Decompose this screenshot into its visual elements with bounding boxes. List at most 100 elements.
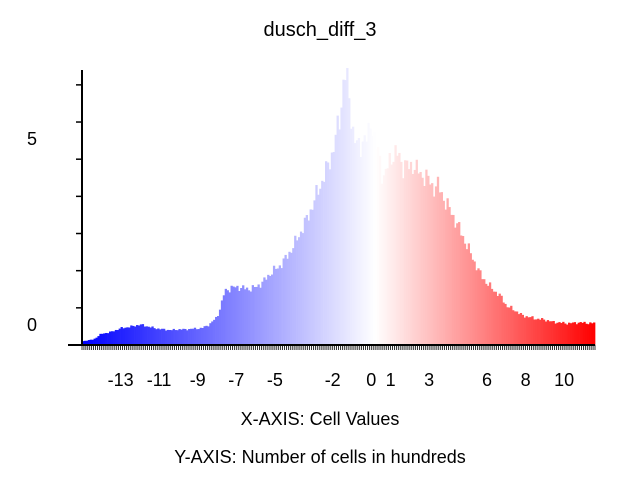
axes <box>68 70 596 350</box>
histogram-bar <box>303 217 307 345</box>
histogram-bar <box>122 328 125 345</box>
histogram-bar <box>163 328 166 345</box>
histogram-bar <box>521 314 524 345</box>
histogram-bar <box>353 143 357 345</box>
histogram-bar <box>278 265 281 345</box>
histogram-bar <box>284 254 287 345</box>
histogram-bar <box>404 160 407 345</box>
histogram-bar <box>363 135 366 345</box>
histogram-bar <box>365 141 368 345</box>
histogram-bar <box>469 253 472 345</box>
histogram-bar <box>367 122 370 345</box>
histogram-bar <box>564 323 567 345</box>
histogram-bar <box>238 291 241 345</box>
histogram-bar <box>276 268 280 345</box>
histogram-bar <box>585 323 588 345</box>
histogram-bar <box>471 259 474 345</box>
histogram-bar <box>504 303 507 345</box>
histogram-bar <box>332 151 335 345</box>
histogram-bar <box>394 145 397 345</box>
histogram-bar <box>398 152 401 345</box>
y-tick-labels: 05 <box>27 129 37 335</box>
histogram-bar <box>118 328 121 345</box>
histogram-bar <box>514 311 517 345</box>
histogram-bar <box>317 194 320 345</box>
histogram-bar <box>415 159 418 345</box>
histogram-bar <box>288 251 291 345</box>
histogram-bar <box>591 323 594 345</box>
histogram-bar <box>168 330 172 345</box>
histogram-bar <box>519 312 523 345</box>
histogram-bar <box>105 332 108 345</box>
histogram-bar <box>550 321 553 345</box>
histogram-bar <box>448 207 451 345</box>
histogram-bar <box>523 317 526 345</box>
histogram-bar <box>436 176 440 345</box>
histogram-bar <box>377 147 380 345</box>
histogram-bar <box>130 325 133 345</box>
histogram-bar <box>583 321 586 345</box>
histogram-bar <box>527 317 530 345</box>
histogram-bar <box>153 328 156 345</box>
histogram-bar <box>207 326 210 345</box>
histogram-bar <box>352 126 355 346</box>
histogram-bar <box>411 173 415 345</box>
histogram-bar <box>431 183 434 345</box>
histogram-bar <box>85 340 89 345</box>
histogram-bar <box>193 327 197 345</box>
histogram-bar <box>313 200 316 345</box>
histogram-bar <box>218 309 222 345</box>
histogram-bar <box>255 286 258 345</box>
histogram-bar <box>328 169 332 345</box>
x-tick-label: 6 <box>482 370 492 390</box>
histogram-bar <box>230 285 233 345</box>
histogram-bar <box>321 180 324 345</box>
histogram-bar <box>427 175 430 345</box>
histogram-bar <box>149 327 152 345</box>
histogram-bar <box>249 291 253 345</box>
histogram-bar <box>309 209 312 345</box>
histogram-bar <box>274 268 278 345</box>
histogram-bar <box>456 223 459 345</box>
histogram-bar <box>406 160 409 345</box>
histogram-bar <box>172 328 175 345</box>
histogram-bar <box>485 283 488 345</box>
histogram-bar <box>222 295 226 345</box>
histogram-bar <box>155 329 158 345</box>
histogram-bar <box>161 328 164 345</box>
histogram-bar <box>174 330 177 345</box>
histogram-bar <box>498 293 501 345</box>
histogram-bar <box>548 321 551 345</box>
histogram-bar <box>114 329 118 345</box>
histogram-bar <box>508 307 511 345</box>
histogram-bar <box>571 322 575 345</box>
histogram-bar <box>201 328 204 345</box>
histogram-bar <box>541 318 544 345</box>
histogram-bar <box>535 319 538 345</box>
histogram-bar <box>434 186 438 345</box>
histogram-bar <box>330 152 334 345</box>
histogram-bar <box>544 321 548 345</box>
histogram-bar <box>348 98 351 345</box>
histogram-bar <box>531 316 534 345</box>
histogram-bar <box>533 319 536 345</box>
histogram-bar <box>157 328 160 345</box>
histogram-bar <box>224 288 227 345</box>
histogram-bar <box>458 222 461 345</box>
histogram-bar <box>263 277 266 345</box>
x-tick-label: -13 <box>108 370 134 390</box>
histogram-bar <box>479 270 482 345</box>
histogram-bar <box>388 152 391 345</box>
histogram-bar <box>267 274 270 345</box>
histogram-bar <box>465 249 469 345</box>
histogram-bar <box>460 235 463 345</box>
histogram-bar <box>164 330 168 345</box>
histogram-bar <box>336 115 339 345</box>
chart-title: dusch_diff_3 <box>263 19 376 41</box>
y-axis-label: Y-AXIS: Number of cells in hundreds <box>174 447 465 467</box>
histogram-bar <box>83 340 87 345</box>
histogram-bar <box>180 329 183 345</box>
histogram-bar <box>477 268 480 345</box>
x-tick-label: 1 <box>386 370 396 390</box>
histogram-bar <box>552 320 555 345</box>
